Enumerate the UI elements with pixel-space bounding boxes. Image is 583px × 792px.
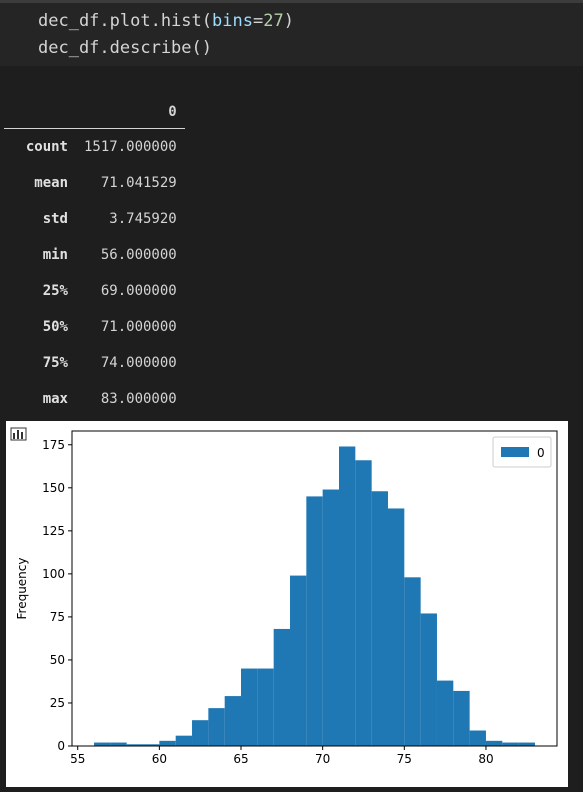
table-row: 25% 69.000000 [4, 273, 185, 309]
table-row: max 83.000000 [4, 381, 185, 417]
histogram-bar [192, 720, 208, 746]
row-label: 50% [4, 309, 76, 345]
histogram-bar [421, 613, 437, 746]
describe-table: 0 count 1517.000000 mean 71.041529 std 3.7459… [4, 96, 185, 417]
histogram-bar [274, 629, 290, 746]
code-text: ) [284, 11, 294, 31]
code-number: 27 [263, 11, 283, 31]
histogram-bar [94, 743, 110, 746]
row-label: mean [4, 165, 76, 201]
histogram-bar [404, 577, 420, 746]
histogram-bar [486, 741, 502, 746]
cell-output: 0 count 1517.000000 mean 71.041529 std 3.7459… [0, 66, 583, 421]
histogram-bar [519, 743, 535, 746]
table-row: 50% 71.000000 [4, 309, 185, 345]
histogram-bar [372, 491, 388, 746]
histogram-bar [388, 508, 404, 746]
histogram-bar [241, 669, 257, 746]
legend-swatch [501, 447, 529, 457]
table-row: count 1517.000000 [4, 129, 185, 166]
row-label: min [4, 237, 76, 273]
code-cell[interactable]: dec_df.plot.hist(bins=27) dec_df.describ… [0, 3, 583, 66]
table-row: mean 71.041529 [4, 165, 185, 201]
code-line-2[interactable]: dec_df.describe() [38, 38, 212, 58]
index-header [4, 96, 76, 129]
histogram-bar [470, 731, 486, 746]
y-tick-label: 75 [50, 610, 65, 624]
code-text: dec_df.plot.hist( [38, 11, 212, 31]
row-value: 69.000000 [76, 273, 185, 309]
y-tick-label: 50 [50, 653, 65, 667]
row-value: 3.745920 [76, 201, 185, 237]
histogram-bar [339, 446, 355, 746]
x-tick-label: 75 [397, 752, 412, 766]
y-tick-label: 125 [42, 524, 65, 538]
x-tick-label: 70 [315, 752, 330, 766]
y-tick-label: 150 [42, 481, 65, 495]
histogram-bar [323, 490, 339, 746]
y-tick-label: 25 [50, 696, 65, 710]
table-row: min 56.000000 [4, 237, 185, 273]
histogram-bar [225, 696, 241, 746]
table-row: 75% 74.000000 [4, 345, 185, 381]
row-value: 71.000000 [76, 309, 185, 345]
y-tick-label: 175 [42, 438, 65, 452]
histogram-bar [176, 736, 192, 746]
x-tick-label: 65 [233, 752, 248, 766]
y-tick-label: 100 [42, 567, 65, 581]
code-keyword: bins [212, 11, 253, 31]
row-label: count [4, 129, 76, 166]
row-label: 75% [4, 345, 76, 381]
histogram-chart: 55 60 65 70 75 80 0 25 50 75 100 125 150 175 Frequency… [6, 421, 568, 787]
row-label: 25% [4, 273, 76, 309]
x-tick-label: 80 [478, 752, 493, 766]
x-tick-label: 60 [152, 752, 167, 766]
histogram-bar [110, 743, 126, 746]
chart-icon[interactable] [10, 427, 28, 441]
histogram-bar [453, 691, 469, 746]
row-value: 56.000000 [76, 237, 185, 273]
histogram-bar [437, 681, 453, 746]
histogram-bar [208, 708, 224, 746]
histogram-bar [159, 741, 175, 746]
histogram-bar [502, 743, 518, 746]
histogram-bar [306, 496, 322, 746]
row-label: std [4, 201, 76, 237]
histogram-bar [290, 576, 306, 746]
row-value: 1517.000000 [76, 129, 185, 166]
y-axis-label: Frequency [15, 558, 29, 620]
table-row: std 3.745920 [4, 201, 185, 237]
code-operator: = [253, 11, 263, 31]
row-value: 74.000000 [76, 345, 185, 381]
code-line-1[interactable]: dec_df.plot.hist(bins=27) [38, 11, 294, 31]
histogram-plot: 55 60 65 70 75 80 0 25 50 75 100 125 150 175 Frequency… [6, 421, 568, 787]
y-tick-label: 0 [57, 739, 65, 753]
row-value: 83.000000 [76, 381, 185, 417]
row-label: max [4, 381, 76, 417]
column-header: 0 [76, 96, 185, 129]
row-value: 71.041529 [76, 165, 185, 201]
histogram-bar [355, 460, 371, 746]
legend-label: 0 [537, 446, 545, 460]
x-tick-label: 55 [70, 752, 85, 766]
histogram-bar [257, 669, 273, 746]
table-header-row: 0 [4, 96, 185, 129]
